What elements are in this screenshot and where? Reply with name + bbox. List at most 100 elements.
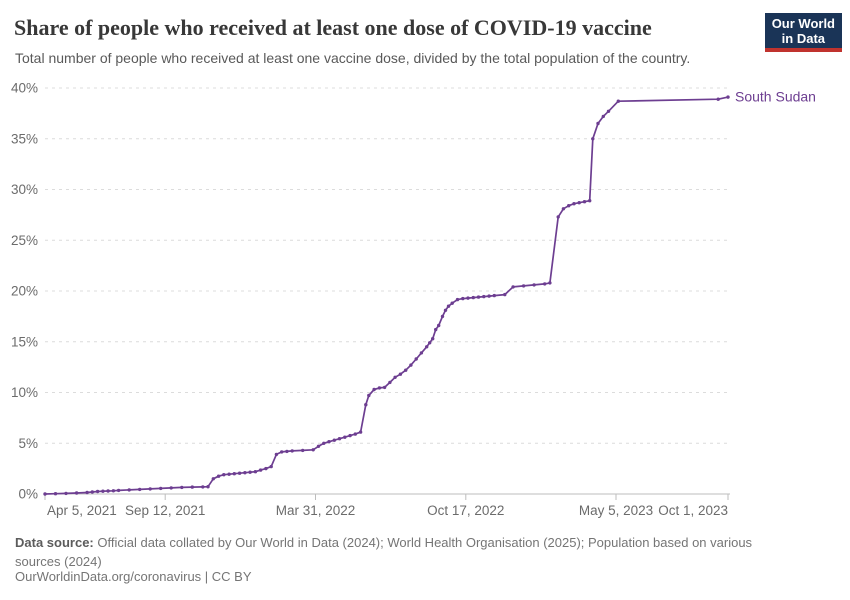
y-axis-tick-label: 0% bbox=[18, 487, 38, 502]
data-point bbox=[567, 204, 571, 208]
data-point bbox=[364, 403, 368, 407]
y-axis-tick-label: 40% bbox=[11, 81, 38, 96]
data-point bbox=[285, 449, 289, 454]
data-point bbox=[503, 292, 507, 297]
data-point bbox=[348, 433, 352, 438]
data-point bbox=[101, 489, 105, 493]
data-point bbox=[327, 440, 331, 444]
data-point bbox=[393, 375, 397, 379]
data-point bbox=[398, 372, 403, 376]
data-point bbox=[404, 368, 408, 372]
data-point bbox=[248, 470, 252, 474]
data-point bbox=[577, 201, 581, 205]
data-point bbox=[337, 437, 342, 441]
data-point bbox=[253, 470, 258, 474]
data-point bbox=[85, 490, 89, 495]
data-point bbox=[111, 489, 116, 493]
data-point bbox=[232, 472, 236, 476]
data-point bbox=[476, 295, 481, 299]
data-point bbox=[409, 363, 413, 367]
x-axis-tick-label: Oct 17, 2022 bbox=[427, 503, 504, 518]
data-point bbox=[440, 314, 445, 319]
data-point bbox=[222, 473, 226, 477]
x-axis-tick-label: May 5, 2023 bbox=[579, 503, 653, 518]
license-line: OurWorldinData.org/coronavirus | CC BY bbox=[15, 569, 252, 584]
data-point bbox=[159, 486, 163, 491]
data-point bbox=[466, 296, 470, 300]
data-point bbox=[353, 432, 357, 436]
data-point bbox=[53, 492, 58, 496]
y-axis-tick-label: 15% bbox=[11, 334, 38, 349]
data-source-text: Official data collated by Our World in D… bbox=[15, 535, 753, 569]
data-point bbox=[419, 351, 424, 355]
x-axis-tick-label: Oct 1, 2023 bbox=[658, 503, 728, 518]
data-point bbox=[482, 294, 486, 299]
data-point bbox=[561, 207, 566, 211]
data-point bbox=[343, 435, 347, 439]
data-point bbox=[74, 491, 79, 495]
data-point bbox=[169, 486, 173, 490]
data-point bbox=[367, 393, 371, 398]
y-axis-tick-label: 20% bbox=[11, 284, 38, 299]
data-point bbox=[95, 489, 100, 494]
data-point bbox=[487, 294, 491, 298]
data-point bbox=[311, 448, 315, 452]
y-axis-tick-label: 30% bbox=[11, 182, 38, 197]
data-point bbox=[471, 295, 475, 300]
x-axis-tick-label: Mar 31, 2022 bbox=[276, 503, 356, 518]
data-point bbox=[434, 327, 438, 332]
data-point bbox=[588, 199, 592, 203]
owid-logo: Our World in Data bbox=[764, 13, 842, 52]
data-point bbox=[377, 386, 382, 390]
data-point bbox=[280, 450, 284, 454]
data-point bbox=[716, 97, 720, 101]
data-point bbox=[726, 95, 730, 99]
y-axis-tick-label: 10% bbox=[11, 385, 38, 400]
data-point bbox=[116, 488, 121, 493]
data-point bbox=[591, 137, 595, 141]
data-point bbox=[358, 430, 363, 434]
data-point bbox=[521, 284, 526, 288]
data-point bbox=[556, 215, 560, 219]
data-point bbox=[211, 477, 215, 481]
data-source-label: Data source: bbox=[15, 535, 94, 550]
owid-logo-line-1: Our World bbox=[771, 16, 835, 31]
data-point bbox=[532, 283, 536, 287]
data-point bbox=[201, 485, 205, 489]
x-axis-tick-label: Sep 12, 2021 bbox=[125, 503, 205, 518]
data-point bbox=[461, 296, 465, 301]
data-point bbox=[290, 449, 294, 453]
data-point bbox=[388, 380, 392, 385]
data-point bbox=[437, 323, 441, 328]
data-point bbox=[443, 308, 448, 312]
page-title: Share of people who received at least on… bbox=[14, 15, 652, 40]
data-point bbox=[455, 297, 460, 302]
data-point bbox=[616, 99, 620, 103]
line-series bbox=[44, 96, 729, 495]
data-point bbox=[180, 485, 184, 490]
data-point bbox=[425, 345, 429, 349]
data-point bbox=[332, 438, 336, 442]
data-point bbox=[237, 471, 242, 475]
data-point bbox=[372, 387, 376, 392]
data-point bbox=[596, 121, 600, 126]
data-point bbox=[90, 490, 95, 494]
owid-logo-line-2: in Data bbox=[781, 31, 826, 46]
data-point bbox=[127, 488, 131, 492]
data-point bbox=[606, 109, 611, 114]
chart-subtitle: Total number of people who received at l… bbox=[15, 50, 691, 66]
data-point bbox=[492, 293, 496, 298]
data-point bbox=[206, 485, 210, 489]
data-point bbox=[382, 385, 387, 390]
data-point bbox=[543, 282, 547, 286]
data-point bbox=[216, 474, 221, 478]
data-point bbox=[511, 285, 515, 289]
data-point bbox=[322, 441, 326, 445]
data-point bbox=[431, 337, 435, 341]
data-point bbox=[243, 471, 247, 475]
y-axis-tick-label: 5% bbox=[18, 436, 38, 451]
data-point bbox=[148, 487, 152, 491]
data-point bbox=[227, 472, 231, 476]
